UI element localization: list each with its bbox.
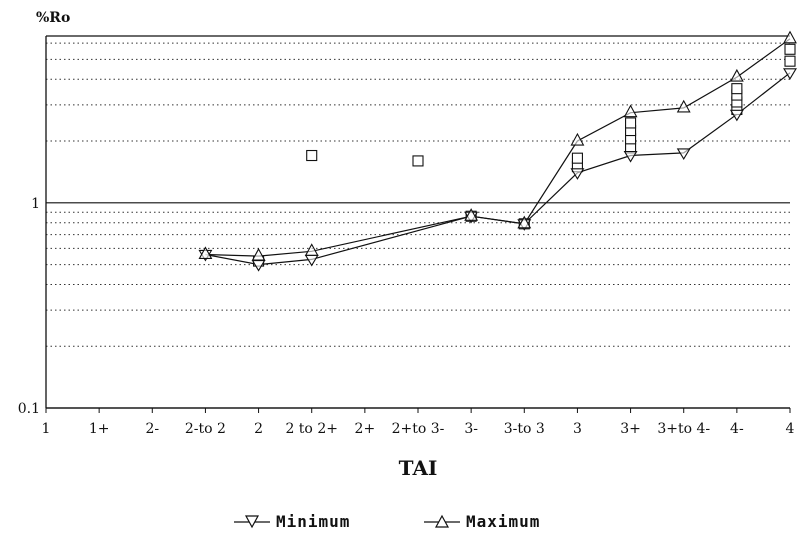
series-line-minimum — [205, 72, 791, 266]
legend: Minimum Maximum — [234, 512, 540, 531]
x-tick-label: 2- — [145, 421, 159, 437]
x-tick-label: 3-to 3 — [504, 421, 545, 437]
legend-label-maximum: Maximum — [466, 512, 540, 531]
legend-label-minimum: Minimum — [276, 512, 350, 531]
x-tick-label: 2-to 2 — [185, 421, 226, 437]
observation-point — [625, 117, 637, 129]
series-lines — [205, 38, 791, 266]
observation-point — [784, 43, 796, 55]
x-tick-label: 2+to 3- — [392, 421, 445, 437]
point-maximum — [251, 247, 266, 261]
observation-point — [731, 83, 743, 95]
legend-item-maximum: Maximum — [424, 512, 540, 531]
point-maximum — [570, 132, 585, 146]
y-axis-label: %Ro — [36, 10, 70, 26]
x-axis-label: TAI — [399, 456, 438, 480]
legend-marker-minimum — [244, 515, 260, 529]
observation-point — [412, 155, 424, 167]
x-tick-label: 3- — [464, 421, 478, 437]
point-maximum — [304, 243, 319, 256]
observation-point — [784, 55, 796, 67]
x-tick-label: 3 — [573, 421, 582, 437]
grid-lines — [46, 42, 790, 409]
x-tick-label: 4 — [786, 421, 795, 437]
observation-point — [306, 149, 318, 162]
point-minimum — [729, 109, 744, 122]
point-maximum — [729, 68, 744, 82]
point-maximum — [783, 30, 797, 44]
series-line-maximum — [205, 38, 791, 257]
x-tick-label: 3+to 4- — [657, 421, 710, 437]
x-tick-label: 4- — [730, 421, 744, 437]
x-tick-label: 2 to 2+ — [285, 421, 338, 437]
y-tick-label: 0.1 — [18, 401, 40, 417]
point-minimum — [623, 150, 638, 163]
point-maximum — [464, 208, 479, 221]
data-markers — [198, 30, 797, 272]
legend-marker-maximum — [434, 514, 450, 528]
point-minimum — [783, 68, 797, 80]
point-maximum — [623, 104, 638, 118]
observation-point — [571, 152, 583, 164]
x-tick-label: 1 — [42, 421, 51, 437]
point-maximum — [517, 215, 532, 229]
x-tick-label: 2+ — [355, 421, 376, 437]
x-tick-label: 2 — [254, 421, 263, 437]
legend-item-minimum: Minimum — [234, 512, 350, 531]
y-tick-label: 1 — [31, 196, 40, 212]
axis-labels: %Ro TAI — [36, 10, 437, 480]
point-maximum — [198, 246, 213, 260]
x-tick-label: 3+ — [620, 421, 641, 437]
point-minimum — [676, 148, 691, 161]
x-tick-label: 1+ — [89, 421, 110, 437]
point-maximum — [676, 99, 691, 113]
point-minimum — [570, 168, 585, 180]
